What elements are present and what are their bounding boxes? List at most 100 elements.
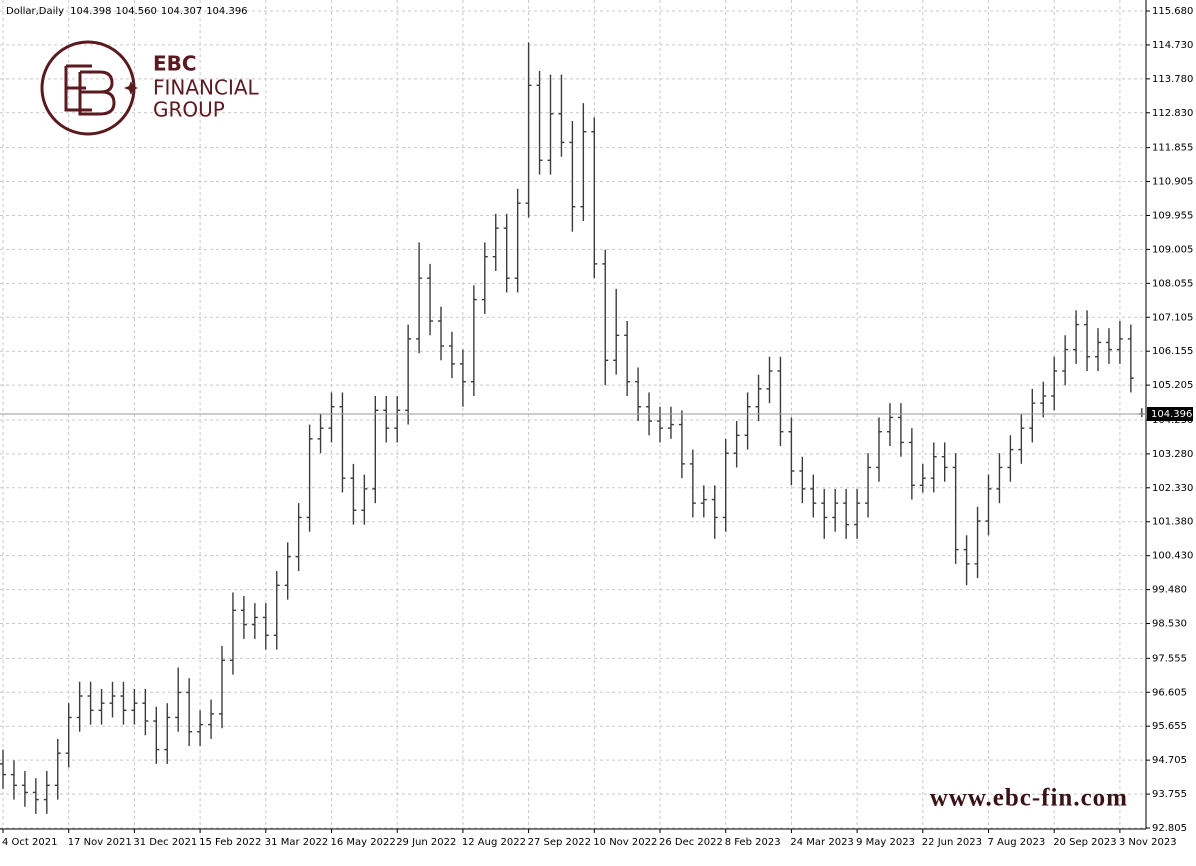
ohlc-bar	[1073, 310, 1080, 364]
logo-line: FINANCIAL	[153, 76, 260, 100]
ohlc-bar	[229, 592, 236, 675]
y-tick-label: 92.805	[1152, 823, 1187, 834]
ohlc-bar	[1095, 328, 1101, 372]
x-tick-label: 22 Jun 2023	[922, 837, 982, 848]
ohlc-bar	[76, 681, 83, 732]
ohlc-bar	[1127, 324, 1134, 393]
ohlc-bar	[1105, 328, 1112, 364]
ohlc-bar	[492, 213, 499, 272]
bars	[0, 42, 1145, 814]
y-tick-label: 97.555	[1152, 653, 1187, 664]
ohlc-bar	[1029, 388, 1036, 443]
ohlc-bar	[996, 453, 1003, 504]
y-tick-label: 109.955	[1152, 210, 1193, 221]
ohlc-bar	[700, 485, 707, 518]
ohlc-bar	[10, 760, 17, 800]
ohlc-bar	[328, 392, 335, 443]
y-tick-label: 101.380	[1152, 517, 1193, 528]
ohlc-bar	[65, 703, 72, 768]
ohlc-bar	[87, 681, 94, 725]
ohlc-bar	[689, 449, 696, 518]
y-tick-label: 94.705	[1152, 755, 1187, 766]
ohlc-bar	[21, 771, 28, 807]
ohlc-bar	[908, 428, 915, 500]
ohlc-bar	[481, 242, 488, 314]
y-tick-label: 96.605	[1152, 687, 1187, 698]
ohlc-bar	[635, 367, 642, 422]
ohlc-bar	[536, 71, 543, 175]
ohlc-bar	[667, 406, 674, 439]
ohlc-bar	[120, 681, 127, 725]
ohlc-bar	[448, 331, 455, 379]
ohlc-bar	[131, 688, 138, 725]
ohlc-bar	[525, 42, 532, 218]
quote: 104.396	[206, 6, 247, 17]
x-tick-label: 31 Dec 2021	[133, 837, 197, 848]
y-tick-label: 115.680	[1152, 6, 1193, 17]
x-tick-label: 26 Dec 2022	[659, 837, 723, 848]
y-tick-label: 106.155	[1152, 346, 1193, 357]
ohlc-bar	[865, 453, 872, 518]
ohlc-bar	[985, 474, 992, 536]
header: Dollar,Daily 104.398 104.560 104.307 104.396	[6, 6, 248, 17]
ohlc-bar	[240, 596, 247, 639]
y-tick-label: 109.005	[1152, 244, 1193, 255]
ohlc-bar	[876, 417, 882, 482]
ohlc-bar	[383, 396, 390, 443]
ohlc-bar	[32, 778, 39, 814]
quote: 104.398	[70, 6, 111, 17]
logo-star	[124, 81, 138, 95]
ohlc-bar	[711, 485, 718, 539]
ohlc-bar	[284, 542, 291, 600]
ohlc-bar	[1040, 381, 1047, 418]
ohlc-bar	[503, 213, 510, 293]
ohlc-bar	[208, 699, 215, 739]
ohlc-bar	[109, 681, 116, 718]
ohlc-bar	[317, 413, 324, 454]
ohlc-bar	[843, 488, 850, 539]
ohlc-bar	[405, 324, 412, 425]
ohlc-bar	[197, 710, 204, 747]
y-tick-label: 110.905	[1152, 177, 1193, 188]
y-tick-label: 108.055	[1152, 278, 1193, 289]
ohlc-bar	[744, 392, 751, 450]
y-tick-label: 105.205	[1152, 380, 1193, 391]
x-tick-label: 29 Jun 2022	[396, 837, 456, 848]
y-tick-label: 113.780	[1152, 74, 1193, 85]
watermark: www.ebc-fin.com	[930, 785, 1128, 812]
ohlc-bar	[963, 535, 970, 586]
ohlc-bar	[810, 474, 817, 518]
ohlc-bar	[295, 503, 302, 572]
ohlc-bar	[394, 396, 401, 443]
ohlc-bar	[897, 403, 904, 457]
ohlc-bar	[262, 603, 269, 650]
ohlc-bar	[722, 438, 729, 532]
ohlc-bar	[974, 506, 981, 579]
ohlc-bar	[788, 417, 795, 486]
ohlc-bar	[186, 678, 193, 747]
price-label: 104.396	[1151, 409, 1192, 420]
x-tick-label: 15 Feb 2022	[199, 837, 261, 848]
ohlc-bar	[98, 688, 105, 725]
price-box	[1147, 407, 1193, 422]
logo-mark	[64, 64, 116, 116]
y-tick-label: 114.730	[1152, 40, 1193, 51]
ohlc-bar	[514, 188, 521, 293]
ohlc-bar	[306, 424, 313, 532]
x-tick-label: 10 Nov 2022	[593, 837, 657, 848]
x-tick-label: 7 Aug 2023	[988, 837, 1046, 848]
x-tick-label: 8 Feb 2023	[725, 837, 781, 848]
y-tick-label: 95.655	[1152, 721, 1187, 732]
y-tick-label: 98.530	[1152, 619, 1187, 630]
quote: 104.560	[115, 6, 156, 17]
x-tick-label: 12 Aug 2022	[462, 837, 526, 848]
x-tick-label: 3 Nov 2023	[1119, 837, 1177, 848]
ohlc-bar	[678, 410, 685, 479]
ohlc-bar	[558, 74, 565, 157]
ohlc-bar	[153, 706, 160, 764]
ohlc-bar	[219, 646, 225, 729]
ohlc-bar	[273, 571, 280, 650]
ohlc-bar	[766, 356, 773, 404]
ohlc-bar	[251, 603, 258, 639]
y-tick-label: 107.105	[1152, 312, 1193, 323]
